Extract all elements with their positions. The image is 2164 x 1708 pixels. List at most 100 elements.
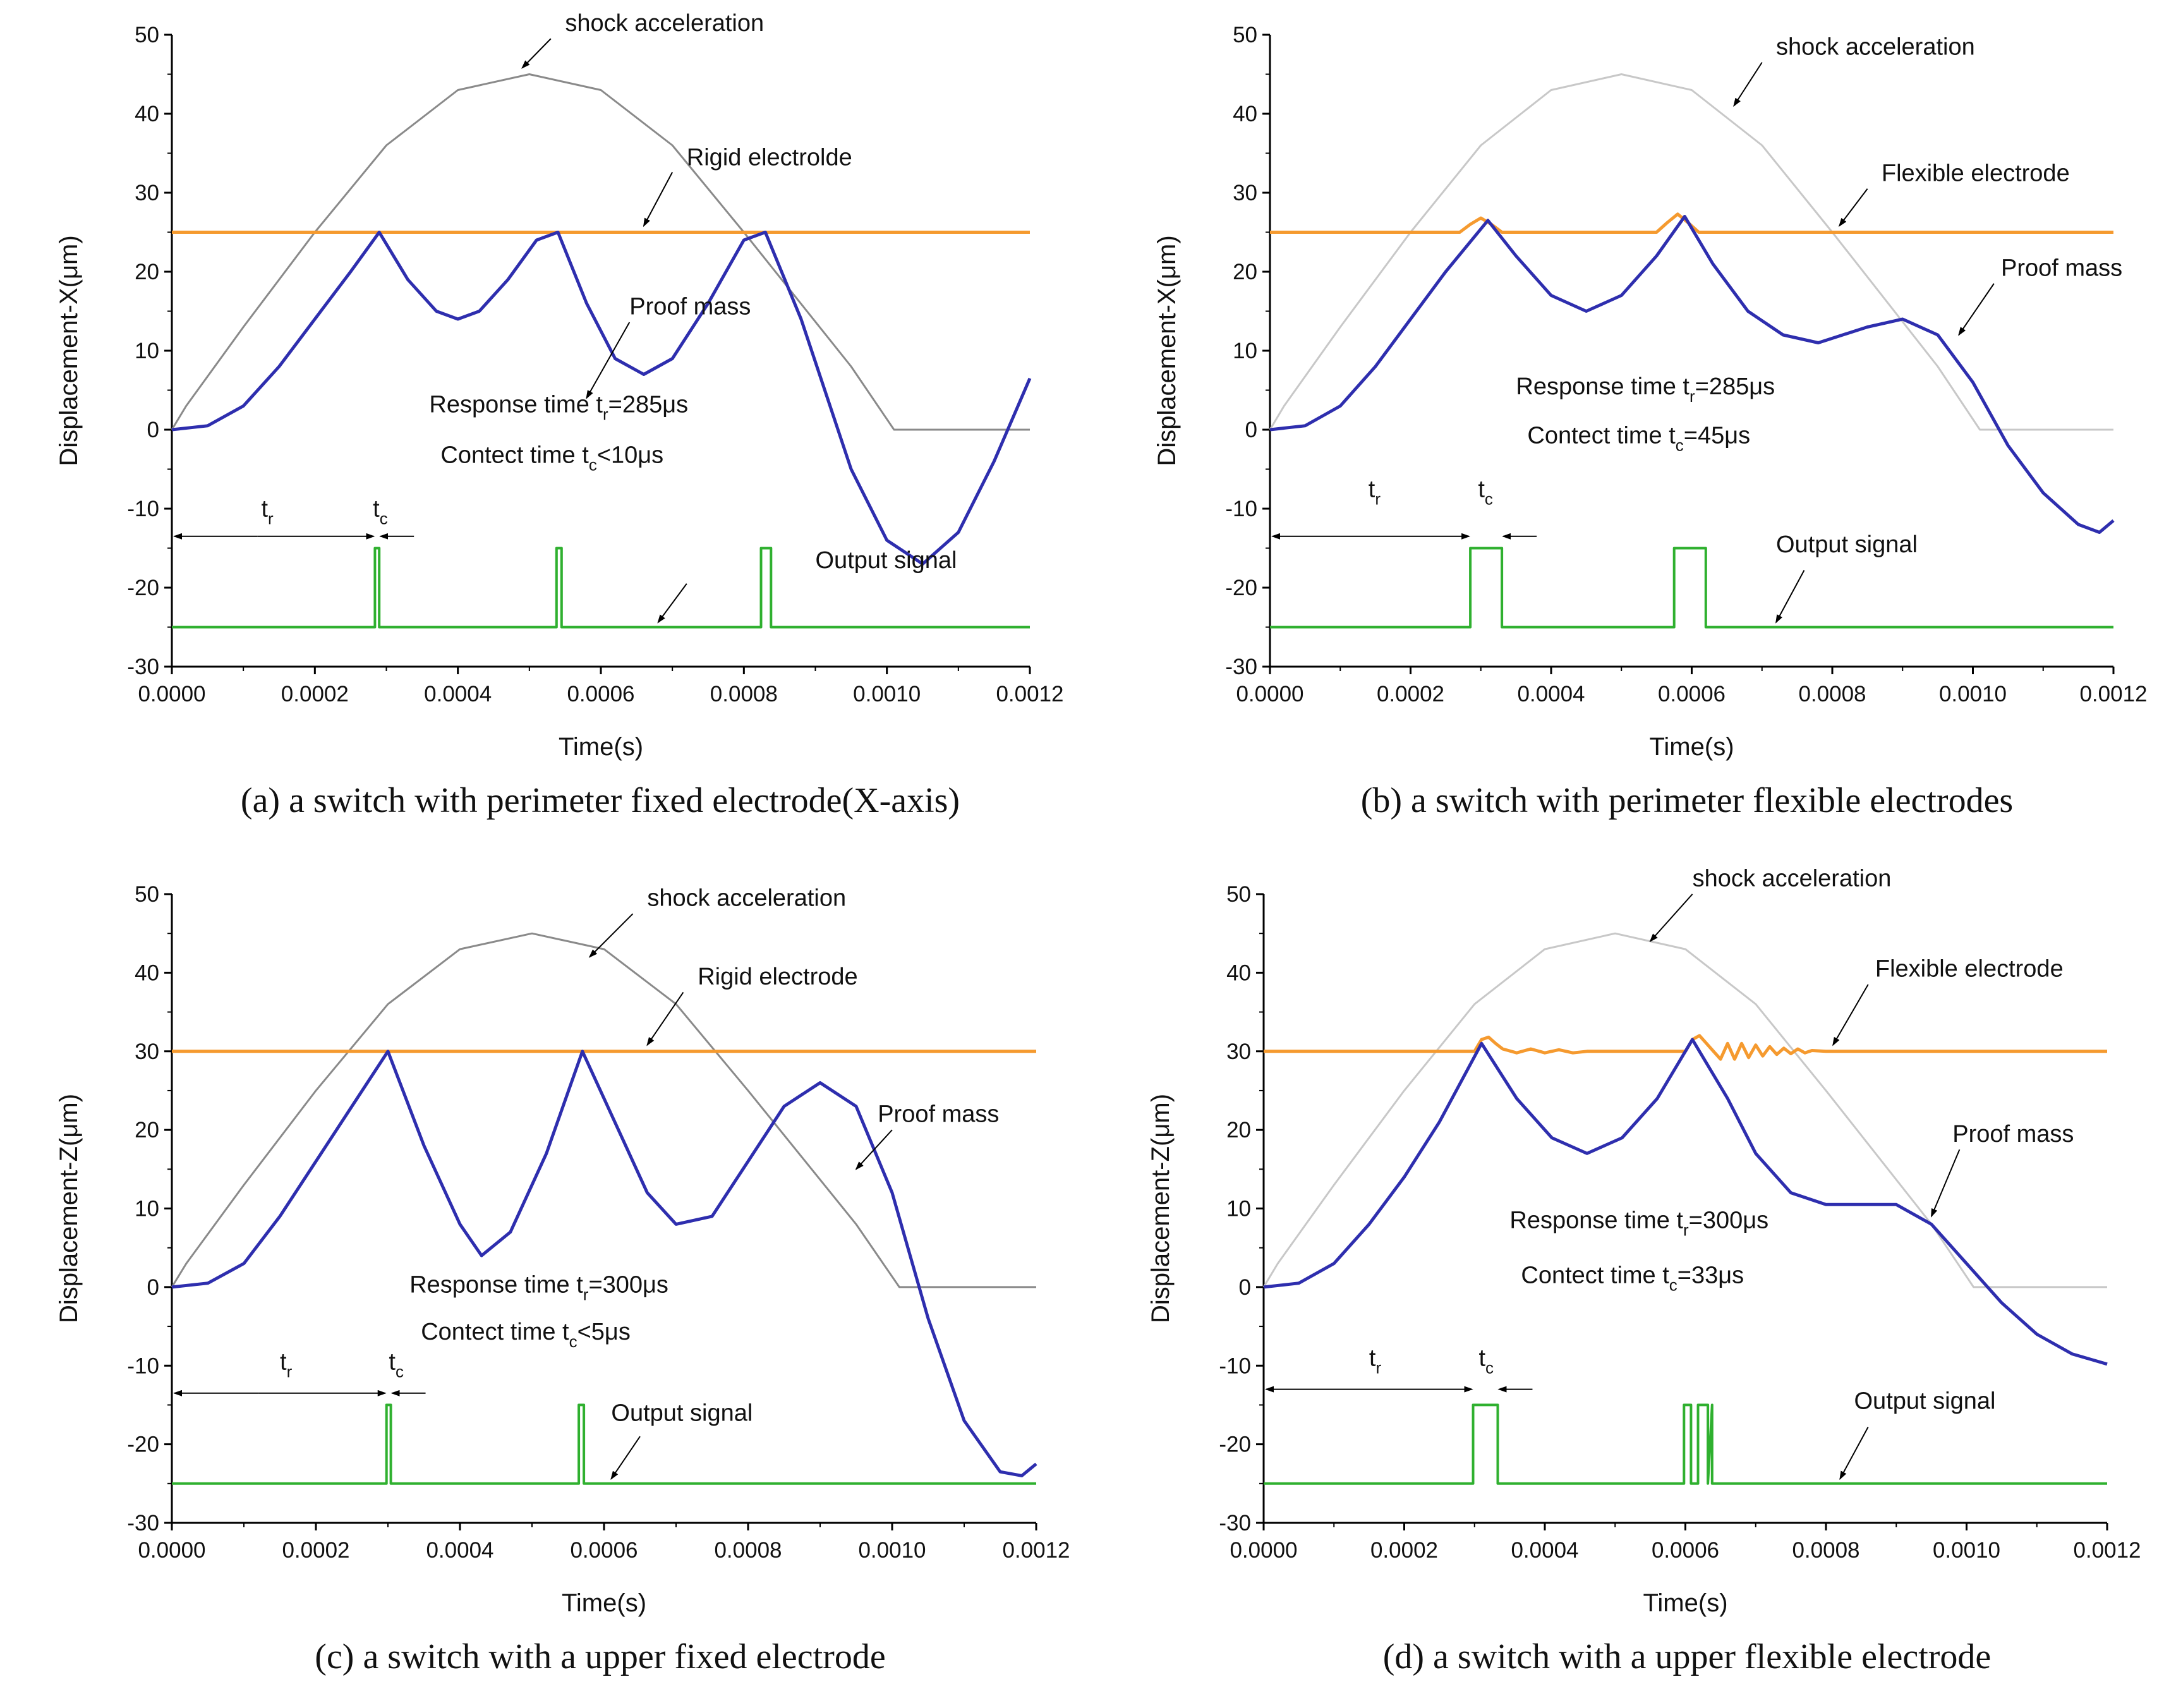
tc-label: tc [373, 496, 388, 528]
x-tick-label: 0.0010 [1933, 1538, 2000, 1563]
y-tick-label: 50 [1226, 882, 1251, 907]
y-tick-label: 10 [135, 339, 159, 363]
label-shock-acceleration: shock acceleration [1776, 33, 1975, 60]
y-tick-label: 20 [135, 1118, 159, 1142]
tc-label: tc [389, 1348, 404, 1381]
y-tick-label: 40 [1226, 960, 1251, 985]
y-tick-label: 40 [1233, 102, 1257, 126]
arrow-electrode [1838, 188, 1868, 227]
response-time-label: Response time tr=300μs [1509, 1208, 1768, 1240]
y-tick-label: -20 [1219, 1432, 1251, 1457]
series-mass [171, 1050, 1037, 1477]
x-tick-label: 0.0008 [1798, 682, 1866, 706]
arrow-output [1839, 1426, 1869, 1481]
y-tick-label: 40 [135, 960, 159, 985]
x-tick-label: 0.0008 [1792, 1538, 1859, 1563]
y-tick-label: -10 [1219, 1354, 1251, 1378]
x-tick-label: 0.0012 [2073, 1538, 2141, 1563]
y-axis-label: Displacement-Z(μm) [55, 1094, 83, 1323]
y-tick-label: 20 [1226, 1118, 1251, 1142]
label-proof-mass: Proof mass [1952, 1121, 2074, 1148]
series-mass [171, 231, 1032, 566]
x-tick-label: 0.0006 [567, 682, 634, 706]
x-tick-label: 0.0010 [853, 682, 921, 706]
x-tick-label: 0.0002 [282, 1538, 349, 1563]
series-shock [1269, 73, 2113, 431]
response-time-label: Response time tr=285μs [1516, 373, 1775, 406]
y-tick-label: 30 [135, 1039, 159, 1064]
y-tick-label: 0 [147, 418, 159, 442]
y-tick-label: 0 [1239, 1275, 1251, 1300]
contact-time-label: Contect time tc=33μs [1521, 1263, 1744, 1295]
x-tick-label: 0.0000 [138, 682, 205, 706]
arrow-output [610, 1436, 641, 1481]
label-output-signal: Output signal [1776, 531, 1918, 558]
y-axis-label: Displacement-X(μm) [55, 235, 83, 466]
x-tick-label: 0.0006 [570, 1538, 638, 1563]
x-tick-label: 0.0004 [1511, 1538, 1578, 1563]
arrow-proof-mass [855, 1129, 893, 1170]
panel-a: -30 -20 -10 0 10 20 30 40 50 0.0000 0.0002 0.0004 0.… [55, 10, 1064, 820]
arrow-shock [1649, 893, 1693, 943]
series-output [1264, 1403, 2107, 1485]
tr-label: tr [1369, 1345, 1382, 1377]
arrow-proof-mass [586, 322, 631, 399]
y-tick-label: 50 [135, 882, 159, 907]
arrow-shock [521, 38, 552, 69]
series-mass [1269, 215, 2115, 534]
label-electrode: Flexible electrode [1875, 956, 2064, 983]
contact-time-label: Contect time tc=45μs [1527, 422, 1750, 454]
arrow-output [1775, 570, 1805, 624]
x-tick-label: 0.0002 [1377, 682, 1444, 706]
x-axis-label: Time(s) [562, 1589, 646, 1617]
series-electrode [1264, 1034, 2107, 1061]
label-output-signal: Output signal [611, 1400, 753, 1426]
y-axis-label: Displacement-X(μm) [1153, 235, 1181, 466]
y-tick-label: -10 [127, 497, 159, 521]
label-output-signal: Output signal [1854, 1388, 1996, 1415]
tr-label: tr [261, 496, 274, 528]
panel-b: -30 -20 -10 0 10 20 30 40 50 0.0000 0.0002 0.0004 0.… [1153, 23, 2148, 820]
tr-label: tr [280, 1348, 293, 1381]
arrow-shock [1733, 62, 1763, 107]
y-tick-label: 10 [1226, 1197, 1251, 1221]
y-tick-label: 40 [135, 102, 159, 126]
y-tick-label: 30 [1233, 181, 1257, 205]
x-tick-label: 0.0004 [426, 1538, 493, 1563]
y-tick-label: 0 [147, 1275, 159, 1300]
panel-c: -30 -20 -10 0 10 20 30 40 50 0.0000 0.0002 0.0004 0.… [55, 882, 1070, 1676]
y-tick-label: -30 [1219, 1511, 1251, 1535]
panel-caption: (a) a switch with perimeter fixed electr… [241, 781, 960, 820]
contact-time-label: Contect time tc<10μs [440, 442, 663, 475]
arrow-proof-mass [1930, 1149, 1961, 1218]
arrow-shock [588, 913, 634, 958]
y-tick-label: -20 [127, 1432, 159, 1457]
y-tick-label: -30 [127, 1511, 159, 1535]
tr-label: tr [1369, 476, 1381, 508]
y-tick-label: -10 [1225, 497, 1257, 521]
label-shock-acceleration: shock acceleration [565, 10, 764, 37]
y-tick-label: -30 [1225, 655, 1257, 679]
arrow-electrode [1832, 984, 1869, 1046]
x-tick-label: 0.0000 [1236, 682, 1303, 706]
contact-time-label: Contect time tc<5μs [421, 1319, 631, 1351]
x-tick-label: 0.0010 [858, 1538, 926, 1563]
x-axis-label: Time(s) [559, 733, 643, 761]
label-output-signal: Output signal [816, 547, 957, 574]
label-electrode: Rigid electrode [698, 964, 857, 990]
x-tick-label: 0.0008 [710, 682, 778, 706]
arrow-electrode [646, 991, 684, 1046]
x-axis-label: Time(s) [1649, 733, 1734, 761]
panel-caption: (c) a switch with a upper fixed electrod… [315, 1637, 885, 1676]
y-tick-label: 10 [1233, 339, 1257, 363]
y-tick-label: 20 [1233, 260, 1257, 284]
panel-caption: (b) a switch with perimeter flexible ele… [1361, 781, 2013, 820]
tc-label: tc [1478, 1345, 1494, 1377]
series-shock [171, 932, 1036, 1288]
x-tick-label: 0.0012 [2079, 682, 2147, 706]
y-tick-label: 0 [1245, 418, 1257, 442]
y-tick-label: -30 [127, 655, 159, 679]
y-tick-label: 50 [1233, 23, 1257, 47]
y-tick-label: 50 [135, 23, 159, 47]
